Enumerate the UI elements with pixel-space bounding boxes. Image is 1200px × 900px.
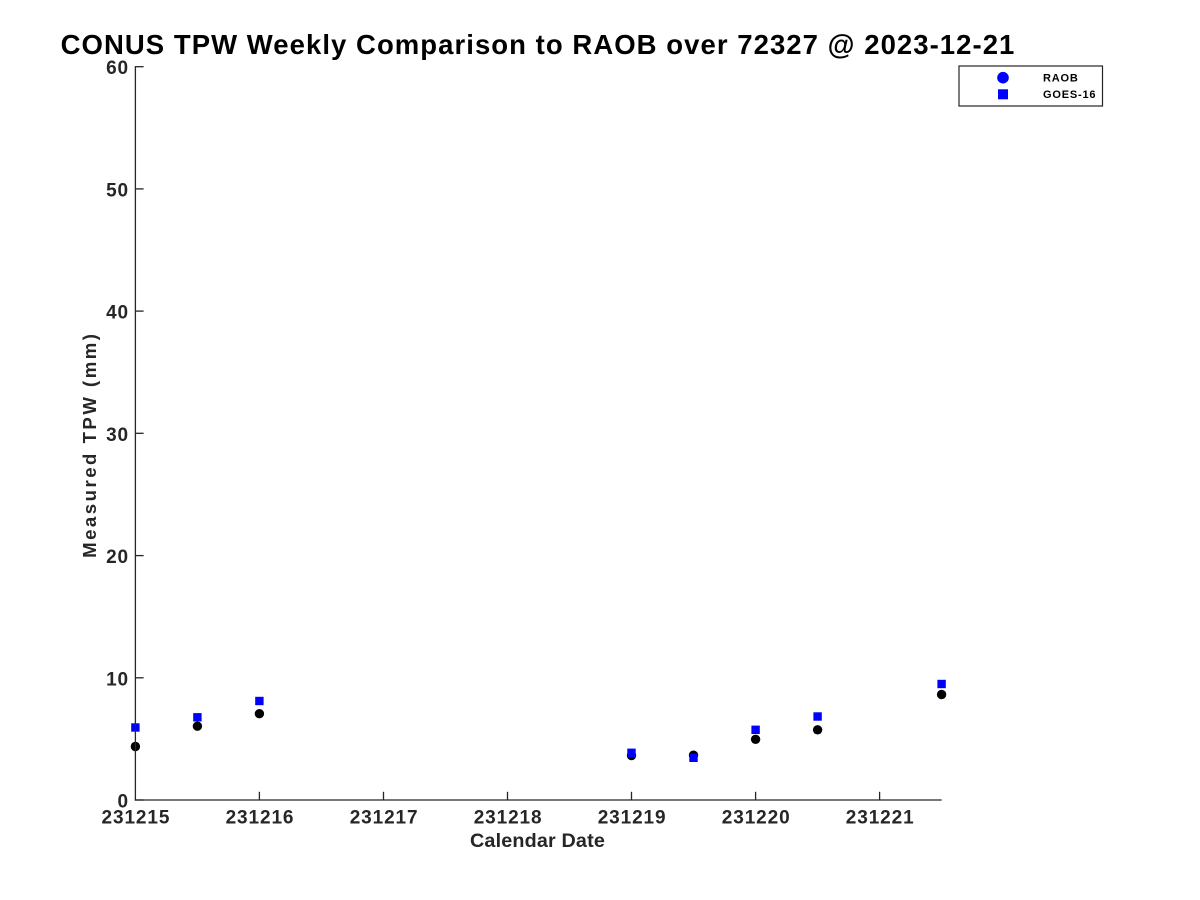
svg-text:231217: 231217 [350, 808, 419, 829]
svg-text:231220: 231220 [722, 808, 791, 829]
svg-text:20: 20 [106, 547, 129, 568]
svg-text:0: 0 [118, 792, 129, 813]
svg-text:Measured TPW (mm): Measured TPW (mm) [79, 331, 100, 557]
svg-text:GOES-16: GOES-16 [1043, 89, 1096, 101]
svg-text:CONUS TPW Weekly Comparison to: CONUS TPW Weekly Comparison to RAOB over… [61, 29, 1016, 60]
svg-text:30: 30 [106, 425, 129, 446]
svg-text:60: 60 [106, 58, 129, 79]
svg-text:RAOB: RAOB [1043, 73, 1079, 85]
svg-text:40: 40 [106, 303, 129, 324]
svg-text:10: 10 [106, 669, 129, 690]
svg-text:231218: 231218 [474, 808, 543, 829]
svg-text:50: 50 [106, 180, 129, 201]
svg-text:231215: 231215 [102, 808, 171, 829]
svg-text:231221: 231221 [846, 808, 915, 829]
svg-text:231216: 231216 [226, 808, 295, 829]
svg-text:231219: 231219 [598, 808, 667, 829]
svg-text:Calendar Date: Calendar Date [470, 830, 605, 852]
